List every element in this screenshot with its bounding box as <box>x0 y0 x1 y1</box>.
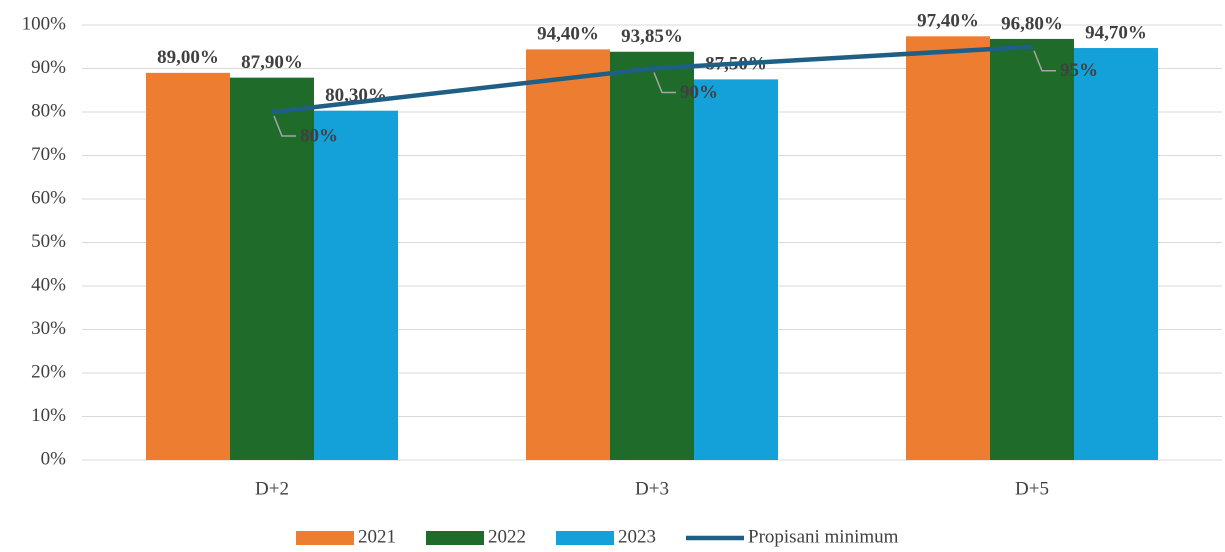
legend-label: 2022 <box>488 526 526 547</box>
data-label: 97,40% <box>917 11 979 32</box>
x-tick-label: D+5 <box>1015 478 1049 499</box>
y-tick-label: 60% <box>31 187 66 208</box>
y-tick-label: 40% <box>31 274 66 295</box>
x-tick-label: D+3 <box>635 478 669 499</box>
legend-swatch <box>296 531 354 545</box>
data-label: 93,85% <box>621 26 683 47</box>
legend-swatch <box>556 531 614 545</box>
y-tick-label: 10% <box>31 405 66 426</box>
legend-swatch <box>426 531 484 545</box>
y-tick-label: 70% <box>31 144 66 165</box>
leader-line <box>653 72 676 94</box>
legend-label: 2021 <box>358 526 396 547</box>
y-tick-label: 0% <box>41 448 67 469</box>
leader-line <box>273 115 296 137</box>
y-tick-label: 20% <box>31 361 66 382</box>
y-tick-label: 30% <box>31 318 66 339</box>
y-tick-label: 100% <box>22 13 67 34</box>
legend-label: 2023 <box>618 526 656 547</box>
y-tick-label: 50% <box>31 231 66 252</box>
bar <box>314 110 398 460</box>
bar <box>610 51 694 460</box>
bar <box>146 72 230 460</box>
bar <box>906 36 990 461</box>
bar <box>1074 48 1158 461</box>
y-tick-label: 80% <box>31 100 66 121</box>
bar <box>694 79 778 460</box>
data-label: 80% <box>300 125 338 146</box>
line-series <box>271 44 1033 115</box>
data-label: 96,80% <box>1001 13 1063 34</box>
data-label: 95% <box>1060 60 1098 81</box>
data-label: 94,70% <box>1085 22 1147 43</box>
data-label: 90% <box>680 82 718 103</box>
data-label: 89,00% <box>157 47 219 68</box>
bar <box>526 49 610 461</box>
legend-label: Propisani minimum <box>748 526 899 547</box>
y-tick-label: 90% <box>31 57 66 78</box>
leader-line <box>1033 50 1056 72</box>
bar <box>230 77 314 460</box>
data-label: 94,40% <box>537 24 599 45</box>
x-tick-label: D+2 <box>255 478 289 499</box>
bar <box>990 38 1074 461</box>
data-label: 87,90% <box>241 52 303 73</box>
